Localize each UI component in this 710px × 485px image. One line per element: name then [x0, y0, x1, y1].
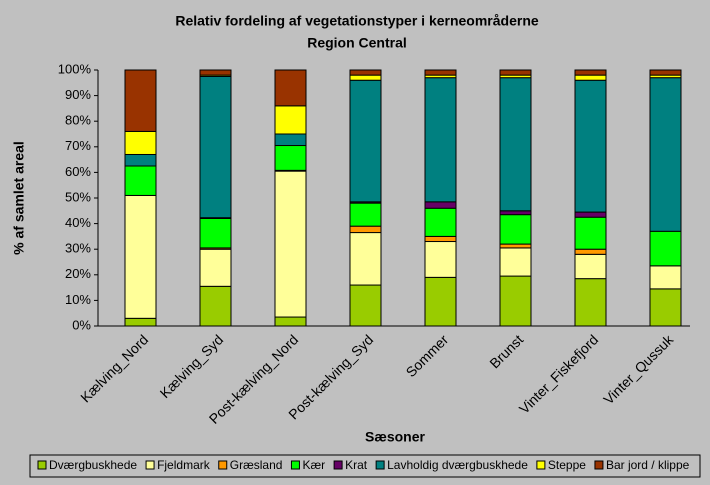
bar-segment [124, 194, 157, 319]
y-tick-label: 80% [65, 113, 91, 128]
bar-segment [274, 145, 307, 171]
legend-label: Steppe [548, 458, 586, 472]
bar-segment [574, 253, 607, 280]
bar-segment [649, 288, 682, 327]
bar-segment [574, 248, 607, 255]
legend-label: Dværgbuskhede [49, 458, 137, 472]
bar-segment [424, 241, 457, 278]
y-tick-label: 0% [72, 317, 91, 332]
chart-title: Relativ fordeling af vegetationstyper i … [175, 13, 539, 29]
bar-segment [199, 248, 232, 287]
legend-label: Kær [302, 458, 325, 472]
y-axis-title: % af samlet areal [11, 141, 27, 255]
bar-segment [424, 201, 457, 209]
bar-segment [349, 74, 382, 81]
legend-swatch [536, 460, 546, 470]
legend-swatch [290, 460, 300, 470]
bar-segment [349, 79, 382, 203]
y-tick-label: 10% [65, 292, 91, 307]
y-tick-label: 70% [65, 138, 91, 153]
bar-segment [499, 69, 532, 76]
bar-segment [499, 214, 532, 245]
y-tick-label: 40% [65, 215, 91, 230]
bar-segment [649, 69, 682, 76]
legend-swatch [145, 460, 155, 470]
bar-segment [649, 265, 682, 290]
bar-segment [349, 225, 382, 234]
bar-segment [574, 69, 607, 76]
bar-segment [199, 75, 232, 219]
legend-swatch [594, 460, 604, 470]
bar-segment [499, 275, 532, 327]
y-tick-label: 50% [65, 189, 91, 204]
y-tick-label: 100% [58, 61, 92, 76]
bar-segment [124, 317, 157, 327]
bar-segment [199, 69, 232, 76]
legend-swatch [333, 460, 343, 470]
legend-swatch [218, 460, 228, 470]
x-axis-title: Sæsoner [365, 429, 425, 445]
bar-segment [199, 217, 232, 249]
legend-box [29, 454, 701, 478]
bar-segment [499, 210, 532, 216]
y-tick-label: 20% [65, 266, 91, 281]
legend-swatch [37, 460, 47, 470]
bar-segment [424, 77, 457, 203]
legend-label: Lavholdig dværgbuskhede [387, 458, 528, 472]
bar-segment [499, 247, 532, 277]
bar-segment [649, 77, 682, 232]
chart-subtitle: Region Central [307, 35, 407, 51]
y-tick-label: 30% [65, 241, 91, 256]
bar-segment [349, 232, 382, 286]
bar-segment [274, 316, 307, 327]
legend-label: Fjeldmark [157, 458, 211, 472]
bar-segment [274, 105, 307, 135]
bar-segment [124, 130, 157, 155]
bar-segment [499, 243, 532, 249]
bar-segment [574, 79, 607, 213]
bar-segment [499, 77, 532, 212]
bar-segment [574, 74, 607, 81]
bar-segment [274, 133, 307, 147]
legend-label: Græsland [230, 458, 283, 472]
bar-segment [274, 69, 307, 107]
bar-segment [124, 69, 157, 132]
bar-segment [424, 235, 457, 243]
y-tick-label: 90% [65, 87, 91, 102]
bar-segment [649, 230, 682, 267]
legend-label: Bar jord / klippe [606, 458, 690, 472]
bar-segment [349, 69, 382, 76]
bar-segment [349, 284, 382, 327]
bar-segment [274, 170, 307, 318]
bar-segment [199, 285, 232, 327]
bar-segment [349, 202, 382, 227]
bar-segment [124, 165, 157, 196]
bar-segment [424, 69, 457, 76]
y-tick-label: 60% [65, 164, 91, 179]
legend-label: Krat [345, 458, 368, 472]
bar-segment [574, 278, 607, 327]
legend-swatch [375, 460, 385, 470]
bar-segment [574, 211, 607, 218]
bar-segment [574, 216, 607, 250]
bar-segment [424, 276, 457, 327]
bar-segment [424, 207, 457, 237]
bar-segment [124, 153, 157, 167]
